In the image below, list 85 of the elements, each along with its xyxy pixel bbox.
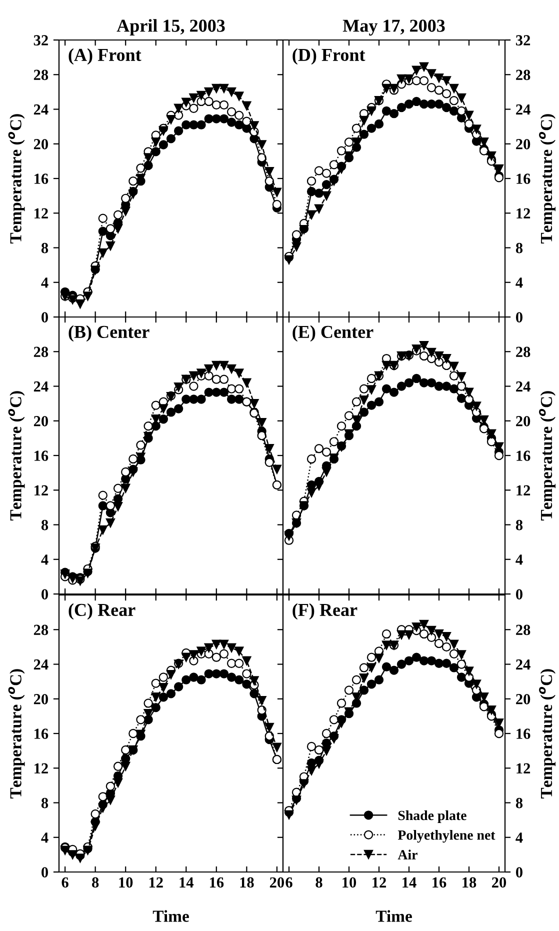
- y-tick-label: 0: [516, 312, 522, 322]
- y-tick-label: 20: [34, 416, 48, 426]
- annotation: (C) Rear: [68, 603, 136, 620]
- y-axis-title: Temperature ($^{o}$C): [539, 114, 556, 244]
- y-axis-title: Temperature ($^{o}$C): [539, 669, 556, 798]
- x-tick-label: 10: [119, 877, 133, 888]
- y-tick-label: 28: [34, 624, 48, 636]
- y-tick-label: 24: [516, 381, 530, 392]
- y-tick-label: 28: [516, 346, 530, 358]
- x-tick-label: 20: [270, 877, 284, 888]
- y-axis-title: Temperature ($^{o}$C): [539, 391, 556, 520]
- chart-title: May 17, 2003: [342, 20, 445, 36]
- y-tick-label: 4: [516, 278, 523, 288]
- x-tick-label: 6: [286, 877, 292, 888]
- y-axis-title: Temperature ($^{o}$C): [8, 669, 25, 798]
- y-tick-label: 12: [34, 485, 48, 496]
- x-tick-label: 10: [342, 877, 356, 888]
- annotation: (A) Front: [68, 48, 142, 65]
- y-tick-label: 12: [516, 763, 530, 774]
- y-tick-label: 24: [516, 104, 530, 115]
- y-tick-label: 0: [516, 867, 522, 878]
- x-tick-label: 12: [372, 877, 386, 888]
- y-tick-label: 12: [34, 208, 48, 218]
- y-tick-label: 20: [516, 694, 530, 704]
- x-axis-title: Time: [376, 910, 412, 922]
- y-tick-label: 12: [516, 208, 530, 218]
- x-tick-label: 14: [402, 877, 416, 888]
- x-tick-label: 8: [316, 877, 322, 888]
- y-tick-label: 0: [42, 312, 48, 322]
- y-tick-label: 16: [34, 728, 48, 739]
- y-tick-label: 8: [516, 242, 523, 254]
- y-tick-label: 20: [34, 694, 48, 704]
- chart-title: April 15, 2003: [116, 19, 225, 36]
- y-tick-label: 28: [516, 624, 530, 636]
- y-tick-label: 16: [516, 174, 530, 184]
- annotation: (E) Center: [292, 325, 374, 342]
- legend-label: Air: [398, 850, 418, 860]
- x-tick-label: 6: [62, 877, 68, 888]
- y-tick-label: 8: [516, 798, 523, 808]
- y-tick-label: 4: [41, 832, 48, 843]
- y-axis-title: Temperature ($^{o}$C): [8, 391, 25, 520]
- y-tick-label: 0: [516, 589, 522, 600]
- y-tick-label: 24: [516, 659, 530, 670]
- y-tick-label: 8: [41, 242, 48, 254]
- y-tick-label: 24: [34, 381, 48, 392]
- x-tick-label: 14: [180, 877, 194, 888]
- y-tick-label: 0: [42, 589, 48, 600]
- y-tick-label: 16: [516, 450, 530, 461]
- x-tick-label: 12: [149, 877, 163, 888]
- y-tick-label: 28: [34, 70, 48, 80]
- y-tick-label: 12: [516, 485, 530, 496]
- x-tick-label: 18: [462, 877, 476, 888]
- y-tick-label: 16: [516, 728, 530, 739]
- y-tick-label: 0: [42, 867, 48, 878]
- y-tick-label: 16: [34, 450, 48, 461]
- y-tick-label: 32: [516, 35, 530, 46]
- x-tick-label: 18: [240, 877, 254, 888]
- y-tick-label: 32: [34, 35, 48, 46]
- legend-label: Shade plate: [398, 810, 466, 823]
- annotation: (B) Center: [68, 325, 150, 342]
- annotation: (F) Rear: [292, 603, 358, 620]
- y-tick-label: 8: [516, 520, 523, 530]
- y-tick-label: 20: [516, 139, 530, 150]
- x-tick-label: 16: [432, 877, 446, 888]
- y-tick-label: 4: [516, 832, 523, 843]
- y-tick-label: 12: [34, 763, 48, 774]
- x-tick-label: 8: [92, 877, 99, 888]
- y-tick-label: 28: [34, 346, 48, 358]
- x-tick-label: 20: [492, 877, 506, 888]
- x-tick-label: 16: [210, 877, 224, 888]
- y-tick-label: 8: [41, 798, 48, 808]
- y-tick-label: 4: [516, 554, 523, 565]
- x-axis-title: Time: [152, 910, 189, 922]
- y-tick-label: 20: [516, 416, 530, 426]
- y-tick-label: 4: [41, 278, 48, 288]
- y-tick-label: 4: [41, 554, 48, 565]
- y-tick-label: 20: [34, 139, 48, 150]
- y-tick-label: 24: [34, 659, 48, 670]
- legend-label: Polyethylene net: [398, 830, 496, 843]
- y-tick-label: 16: [34, 174, 48, 184]
- y-axis-title: Temperature ($^{o}$C): [8, 114, 25, 244]
- y-tick-label: 8: [41, 520, 48, 530]
- y-tick-label: 24: [34, 104, 48, 115]
- y-tick-label: 28: [516, 70, 530, 80]
- annotation: (D) Front: [292, 48, 366, 65]
